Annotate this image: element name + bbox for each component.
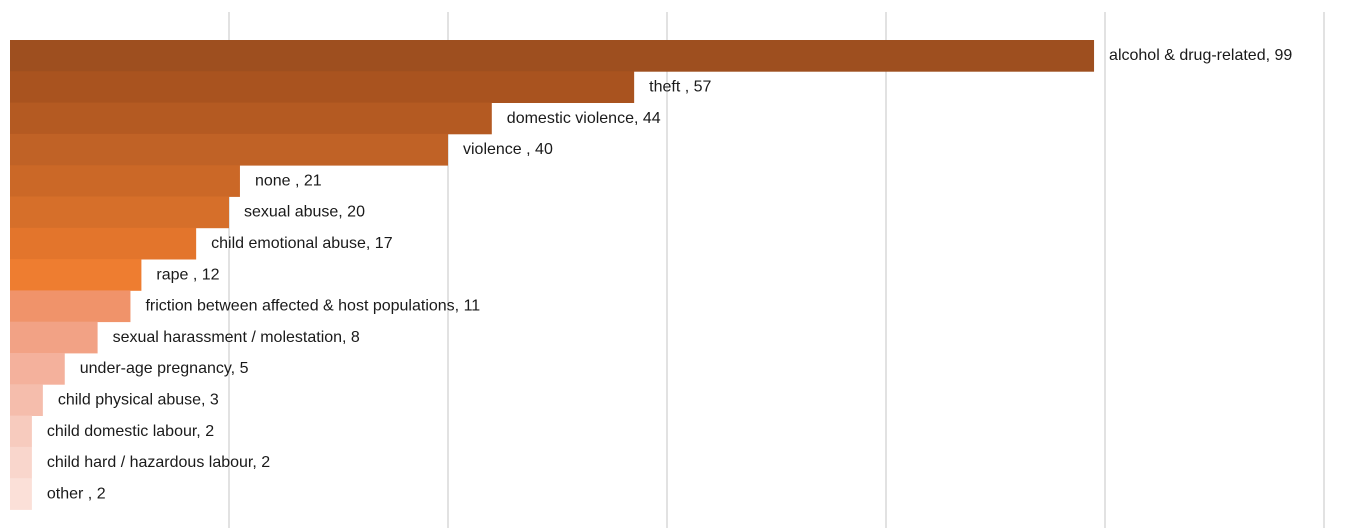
bar-data-label: alcohol & drug-related, 99	[1109, 47, 1292, 64]
bar-data-label: sexual abuse, 20	[244, 204, 365, 221]
bars	[10, 40, 1095, 510]
bar	[10, 227, 197, 260]
bar-data-label: child hard / hazardous labour, 2	[47, 454, 270, 471]
bar	[10, 384, 43, 416]
bar	[10, 71, 635, 103]
bar-data-label: under-age pregnancy, 5	[80, 360, 249, 377]
bar	[10, 40, 1095, 72]
bar-data-label: domestic violence, 44	[507, 110, 661, 127]
bar	[10, 133, 448, 166]
bar	[10, 102, 492, 135]
bar-data-label: sexual harassment / molestation, 8	[113, 329, 360, 346]
bar-data-label: other , 2	[47, 485, 106, 502]
bar-data-label: friction between affected & host populat…	[145, 298, 480, 315]
bar-data-label: none , 21	[255, 172, 322, 189]
bar	[10, 446, 32, 479]
bar	[10, 290, 131, 323]
bar-data-label: violence , 40	[463, 141, 553, 158]
bar	[10, 478, 32, 510]
bar	[10, 321, 98, 354]
bar	[10, 259, 142, 291]
bar-data-label: theft , 57	[649, 78, 711, 95]
bar	[10, 165, 240, 197]
bar-data-label: child physical abuse, 3	[58, 391, 219, 408]
bar	[10, 353, 65, 385]
data-labels: alcohol & drug-related, 99 theft , 57 dome…	[47, 47, 1292, 502]
bar-data-label: child emotional abuse, 17	[211, 235, 393, 252]
bar-data-label: child domestic labour, 2	[47, 423, 214, 440]
bar	[10, 415, 32, 448]
bar-data-label: rape , 12	[156, 266, 219, 283]
bar	[10, 196, 229, 229]
